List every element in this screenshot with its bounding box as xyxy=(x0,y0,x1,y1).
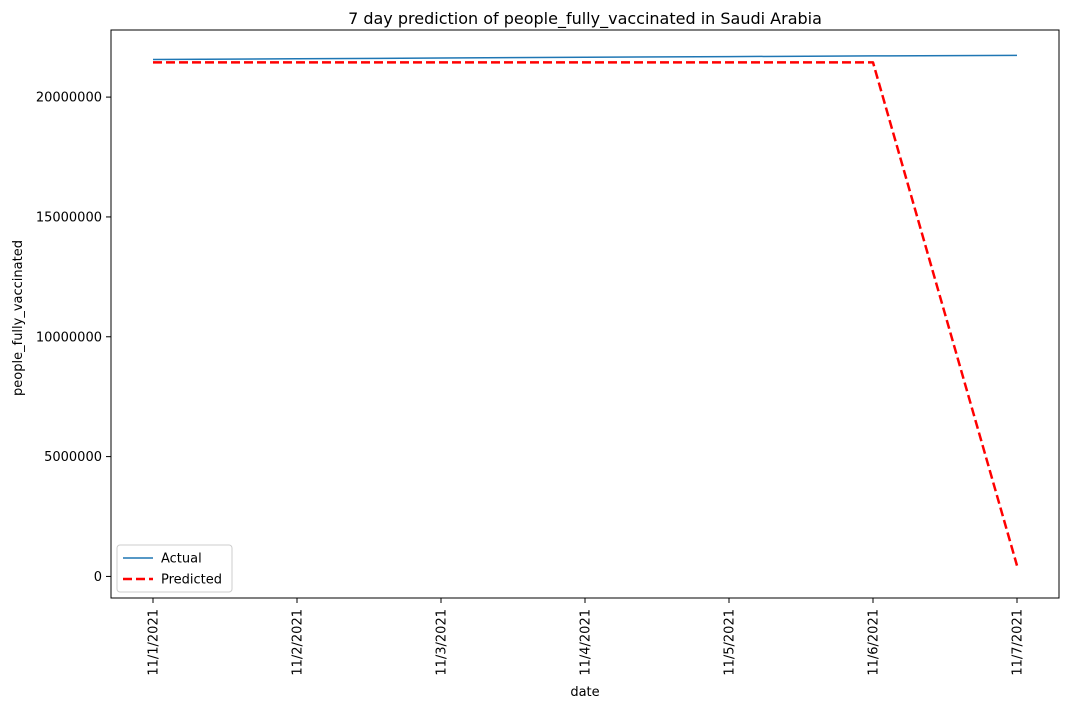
y-tick-label: 15000000 xyxy=(36,210,102,225)
y-axis-ticks: 0 5000000 10000000 15000000 20000000 xyxy=(36,91,111,585)
chart-title: 7 day prediction of people_fully_vaccina… xyxy=(348,9,822,29)
x-axis-label: date xyxy=(570,685,599,700)
y-tick-label: 10000000 xyxy=(36,330,102,345)
x-tick-label: 11/3/2021 xyxy=(435,609,450,676)
plot-area xyxy=(110,29,1060,599)
series-line-actual xyxy=(152,54,1018,61)
x-tick-label: 11/4/2021 xyxy=(579,609,594,676)
x-tick-label: 11/1/2021 xyxy=(147,609,162,676)
series-layer xyxy=(152,54,1019,566)
legend-box xyxy=(116,544,233,593)
y-tick-label: 5000000 xyxy=(44,450,102,465)
x-tick-label: 11/7/2021 xyxy=(1011,609,1026,676)
y-axis-label: people_fully_vaccinated xyxy=(11,240,26,396)
x-tick-label: 11/6/2021 xyxy=(867,609,882,676)
legend-label-predicted: Predicted xyxy=(161,573,222,588)
y-tick-label: 20000000 xyxy=(36,91,102,106)
series-line-predicted xyxy=(153,61,1019,566)
x-tick-label: 11/5/2021 xyxy=(723,609,738,676)
legend-label-actual: Actual xyxy=(161,552,202,567)
x-axis-ticks: 11/1/2021 11/2/2021 11/3/2021 11/4/2021 11/5… xyxy=(147,598,1026,676)
x-tick-label: 11/2/2021 xyxy=(291,609,306,676)
y-tick-label: 0 xyxy=(94,570,102,585)
legend: Actual Predicted xyxy=(116,544,233,593)
